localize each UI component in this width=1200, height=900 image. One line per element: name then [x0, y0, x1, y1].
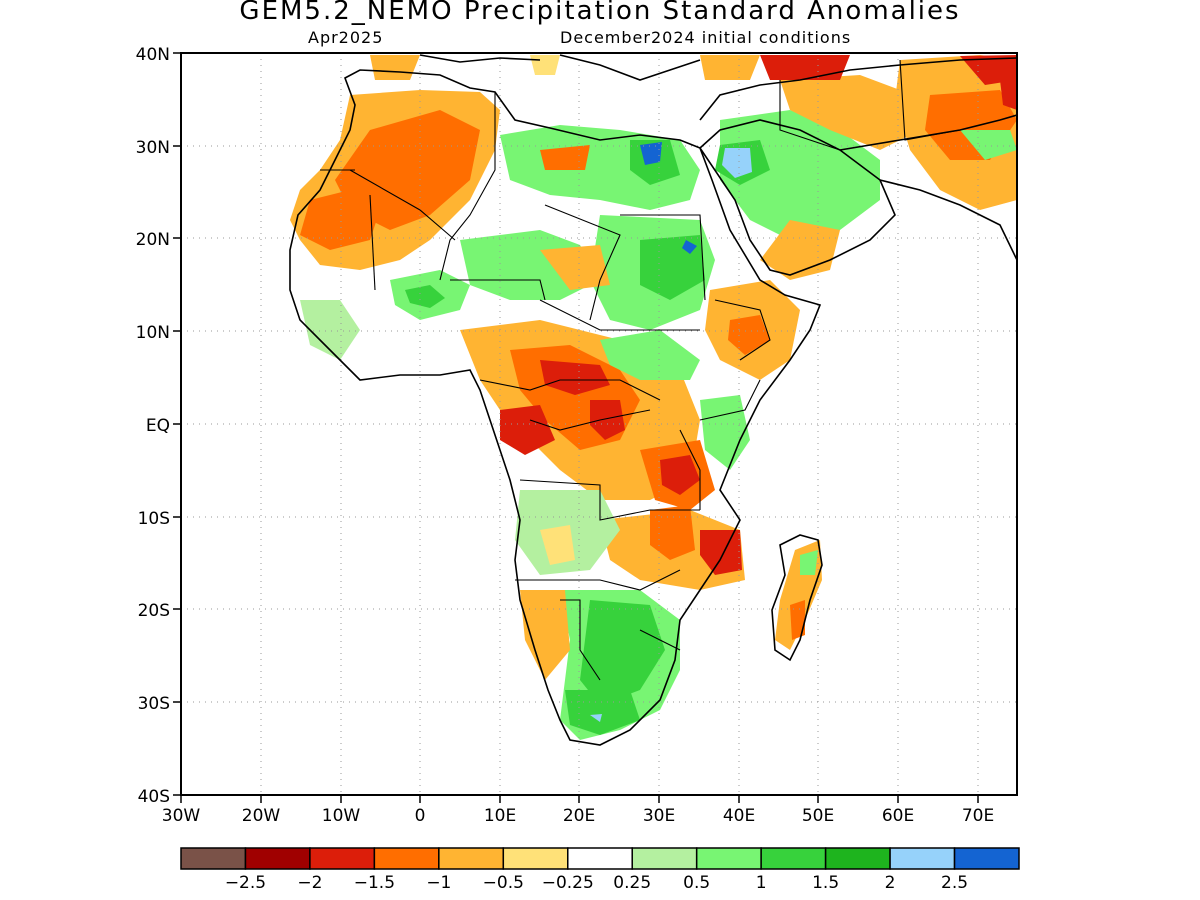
lon-label: 30W: [162, 806, 201, 826]
colorbar-label: 1: [756, 873, 767, 893]
colorbar-swatch: [889, 847, 956, 870]
colorbar-label: 0.25: [613, 873, 651, 893]
longitude-axis: 30W 20W 10W 0 10E 20E 30E 40E 50E 60E 70…: [162, 795, 994, 826]
lat-label: 10S: [138, 509, 170, 529]
lat-label: 20N: [136, 230, 170, 250]
colorbar-swatch: [438, 847, 505, 870]
lon-label: 20W: [242, 806, 281, 826]
lon-label: 20E: [563, 806, 595, 826]
latitude-axis: 40N 30N 20N 10N EQ 10S 20S 30S 40S: [136, 45, 181, 807]
colorbar-swatch: [760, 847, 827, 870]
lon-label: 0: [415, 806, 426, 826]
lon-label: 30E: [643, 806, 675, 826]
lat-label: EQ: [146, 416, 170, 436]
lon-label: 70E: [962, 806, 994, 826]
graticule: [181, 53, 1017, 795]
colorbar-label: −2: [297, 873, 322, 893]
coastlines: [289, 54, 1017, 746]
colorbar-label: 1.5: [812, 873, 839, 893]
country-borders: [320, 59, 961, 681]
lon-label: 10E: [484, 806, 516, 826]
colorbar-label: 2: [885, 873, 896, 893]
colorbar-label: 0.5: [683, 873, 710, 893]
lon-label: 40E: [723, 806, 755, 826]
lat-label: 10N: [136, 323, 170, 343]
anomaly-shading: [290, 55, 1017, 740]
initial-conditions: December2024 initial conditions: [560, 28, 852, 47]
colorbar-label: −0.25: [542, 873, 594, 893]
lat-label: 40S: [138, 787, 170, 807]
colorbar-swatch: [373, 847, 440, 870]
colorbar-swatch: [631, 847, 698, 870]
colorbar-swatch: [180, 847, 247, 870]
colorbar: −2.5 −2 −1.5 −1 −0.5 −0.25 0.25 0.5 1 1.5 2 2.5: [180, 847, 1020, 893]
lon-label: 10W: [322, 806, 361, 826]
colorbar-label: 2.5: [941, 873, 968, 893]
colorbar-swatch: [309, 847, 376, 870]
lat-label: 20S: [138, 601, 170, 621]
lat-label: 30N: [136, 138, 170, 158]
lat-label: 30S: [138, 694, 170, 714]
colorbar-label: −2.5: [225, 873, 266, 893]
colorbar-swatch: [824, 847, 891, 870]
colorbar-swatch: [695, 847, 762, 870]
colorbar-swatch: [244, 847, 311, 870]
colorbar-swatch: [567, 847, 633, 870]
colorbar-swatch: [953, 847, 1020, 870]
lon-label: 50E: [802, 806, 834, 826]
colorbar-label: −0.5: [483, 873, 524, 893]
map-title: GEM5.2_NEMO Precipitation Standard Anoma…: [239, 0, 961, 26]
colorbar-swatch: [502, 847, 569, 870]
lat-label: 40N: [136, 45, 170, 65]
forecast-month: Apr2025: [308, 28, 384, 47]
colorbar-label: −1.5: [354, 873, 395, 893]
colorbar-label: −1: [426, 873, 451, 893]
lon-label: 60E: [882, 806, 914, 826]
